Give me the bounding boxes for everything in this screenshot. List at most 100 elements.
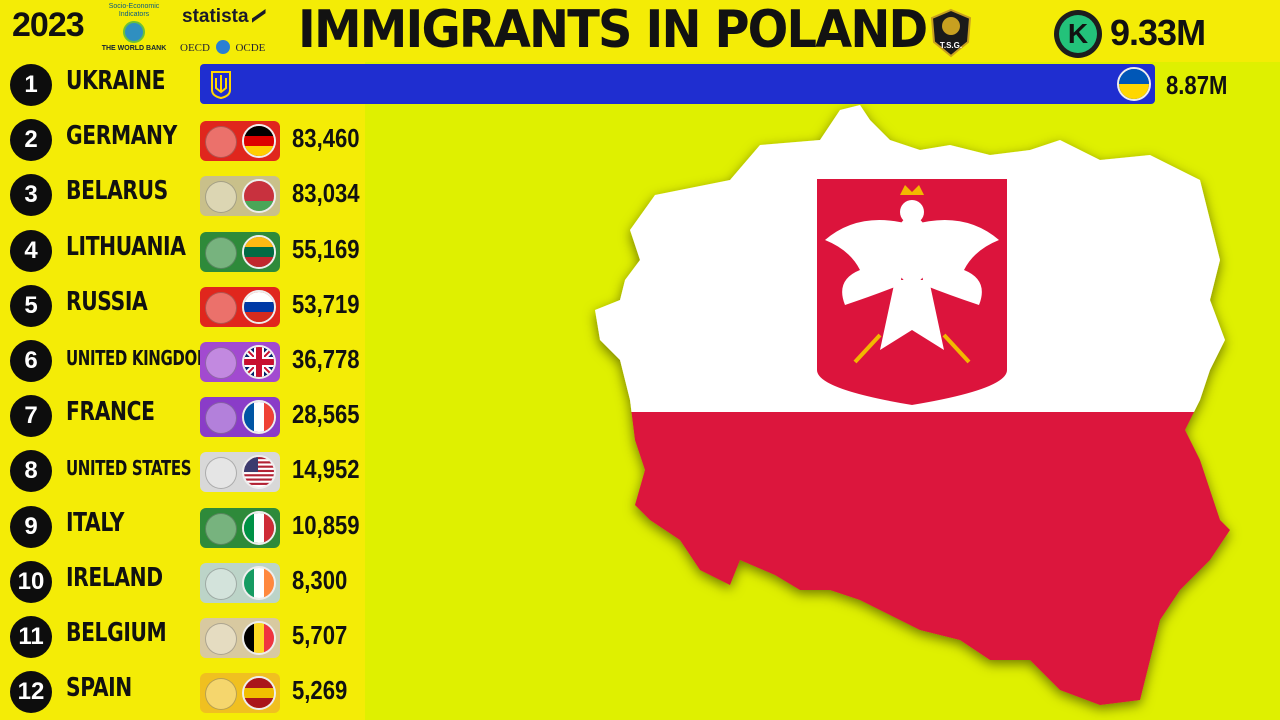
country-badge — [200, 673, 280, 714]
bar-value-label: 8.87M — [1166, 70, 1228, 100]
country-badge — [200, 452, 280, 493]
rank-badge: 3 — [10, 174, 52, 217]
us-seal-emblem-icon — [205, 457, 237, 490]
country-flag-icon — [242, 345, 276, 379]
ranking-row: 9 ITALY 10,859 — [0, 498, 365, 550]
country-label: IRELAND — [66, 562, 163, 593]
world-bank-logo: Socio-Economic Indicators THE WORLD BANK — [96, 3, 172, 53]
rank-badge: 1 — [10, 64, 52, 106]
tsg-text: T.S.G. — [940, 41, 962, 50]
country-badge — [200, 397, 280, 438]
country-flag-icon — [242, 565, 276, 600]
value-label: 36,778 — [292, 344, 360, 374]
value-label: 10,859 — [292, 509, 360, 540]
country-label: ITALY — [66, 507, 125, 538]
value-label: 14,952 — [292, 454, 360, 485]
ranking-panel — [0, 0, 365, 720]
ranking-row: 5 RUSSIA 53,719 — [0, 277, 365, 329]
ukraine-bar — [200, 64, 1155, 104]
country-label: LITHUANIA — [66, 231, 186, 262]
globe-icon — [123, 21, 145, 43]
country-label: SPAIN — [66, 673, 132, 704]
total-value: 9.33M — [1110, 12, 1206, 53]
ranking-row: 4 LITHUANIA 55,169 — [0, 222, 365, 274]
value-label: 53,719 — [292, 288, 360, 319]
tsg-logo-icon: T.S.G. — [930, 8, 972, 58]
country-badge — [200, 121, 280, 162]
country-label: UNITED KINGDOM — [66, 346, 212, 370]
value-label: 28,565 — [292, 399, 360, 430]
rank-badge: 9 — [10, 505, 52, 548]
flag-red-stripe — [595, 412, 1230, 705]
country-flag-icon — [242, 510, 276, 545]
ranking-row: 11 BELGIUM 5,707 — [0, 608, 365, 660]
value-label: 5,269 — [292, 675, 348, 706]
rank-badge: 2 — [10, 119, 52, 162]
value-label: 83,460 — [292, 123, 360, 154]
ranking-row: 10 IRELAND 8,300 — [0, 553, 365, 605]
rank-badge: 12 — [10, 671, 52, 714]
country-badge — [200, 618, 280, 658]
country-label: UNITED STATES — [66, 456, 192, 481]
country-flag-icon — [242, 676, 276, 711]
country-label: UKRAINE — [66, 66, 166, 96]
k-logo-icon: K — [1054, 10, 1102, 58]
country-flag-icon — [242, 234, 276, 269]
rank-badge: 10 — [10, 560, 52, 603]
statista-logo: statista — [182, 6, 266, 28]
country-label: RUSSIA — [66, 286, 148, 317]
chart-title: IMMIGRANTS IN POLAND — [298, 0, 928, 60]
ranking-row: 3 BELARUS 83,034 — [0, 166, 365, 218]
rank-badge: 4 — [10, 229, 52, 272]
value-label: 83,034 — [292, 178, 360, 209]
country-flag-icon — [242, 179, 276, 214]
ranking-row: 6 UNITED KINGDOM 36,778 — [0, 332, 365, 384]
eagle-emblem-icon — [205, 126, 237, 159]
country-badge — [200, 176, 280, 217]
royal-arms-emblem-icon — [205, 347, 237, 379]
country-flag-icon — [242, 621, 276, 655]
belgium-emblem-icon — [205, 623, 237, 655]
vytis-emblem-icon — [205, 236, 237, 269]
rank-badge: 5 — [10, 284, 52, 327]
country-badge — [200, 231, 280, 272]
year-label: 2023 — [12, 6, 85, 44]
country-flag-icon — [242, 124, 276, 159]
statista-icon — [251, 9, 266, 23]
oecd-icon — [215, 40, 230, 54]
worldbank-name: THE WORLD BANK — [101, 45, 167, 52]
country-badge — [200, 342, 280, 382]
oecd-logo: OECD OCDE — [180, 40, 265, 54]
value-label: 55,169 — [292, 233, 360, 264]
ranking-row: 7 FRANCE 28,565 — [0, 387, 365, 439]
country-flag-icon — [242, 455, 276, 490]
country-flag-icon — [242, 289, 276, 324]
country-badge — [200, 562, 280, 603]
oecd-right-text: OCDE — [235, 42, 266, 54]
spain-emblem-icon — [205, 678, 237, 711]
belarus-emblem-icon — [205, 181, 237, 214]
rank-badge: 8 — [10, 450, 52, 493]
harp-emblem-icon — [205, 567, 237, 600]
ranking-row: 8 UNITED STATES 14,952 — [0, 442, 365, 494]
coat-of-arms-icon — [815, 177, 1009, 408]
value-label: 5,707 — [292, 620, 348, 650]
trident-emblem-icon — [211, 71, 231, 100]
worldbank-caption: Socio-Economic Indicators — [108, 3, 160, 18]
k-letter: K — [1059, 15, 1097, 53]
country-label: BELGIUM — [66, 618, 167, 648]
poland-map-flag — [595, 105, 1230, 705]
statista-text: statista — [182, 6, 249, 27]
rank-badge: 11 — [10, 616, 52, 658]
italy-emblem-icon — [205, 512, 237, 545]
country-flag-icon — [242, 400, 276, 435]
oecd-left-text: OECD — [180, 42, 210, 54]
ukraine-flag-icon — [1117, 67, 1151, 101]
ranking-row: 12 SPAIN 5,269 — [0, 663, 365, 715]
country-badge — [200, 507, 280, 548]
country-label: GERMANY — [66, 121, 177, 152]
rank-badge: 7 — [10, 395, 52, 438]
value-label: 8,300 — [292, 564, 348, 595]
france-emblem-icon — [205, 402, 237, 435]
russia-eagle-emblem-icon — [205, 291, 237, 324]
